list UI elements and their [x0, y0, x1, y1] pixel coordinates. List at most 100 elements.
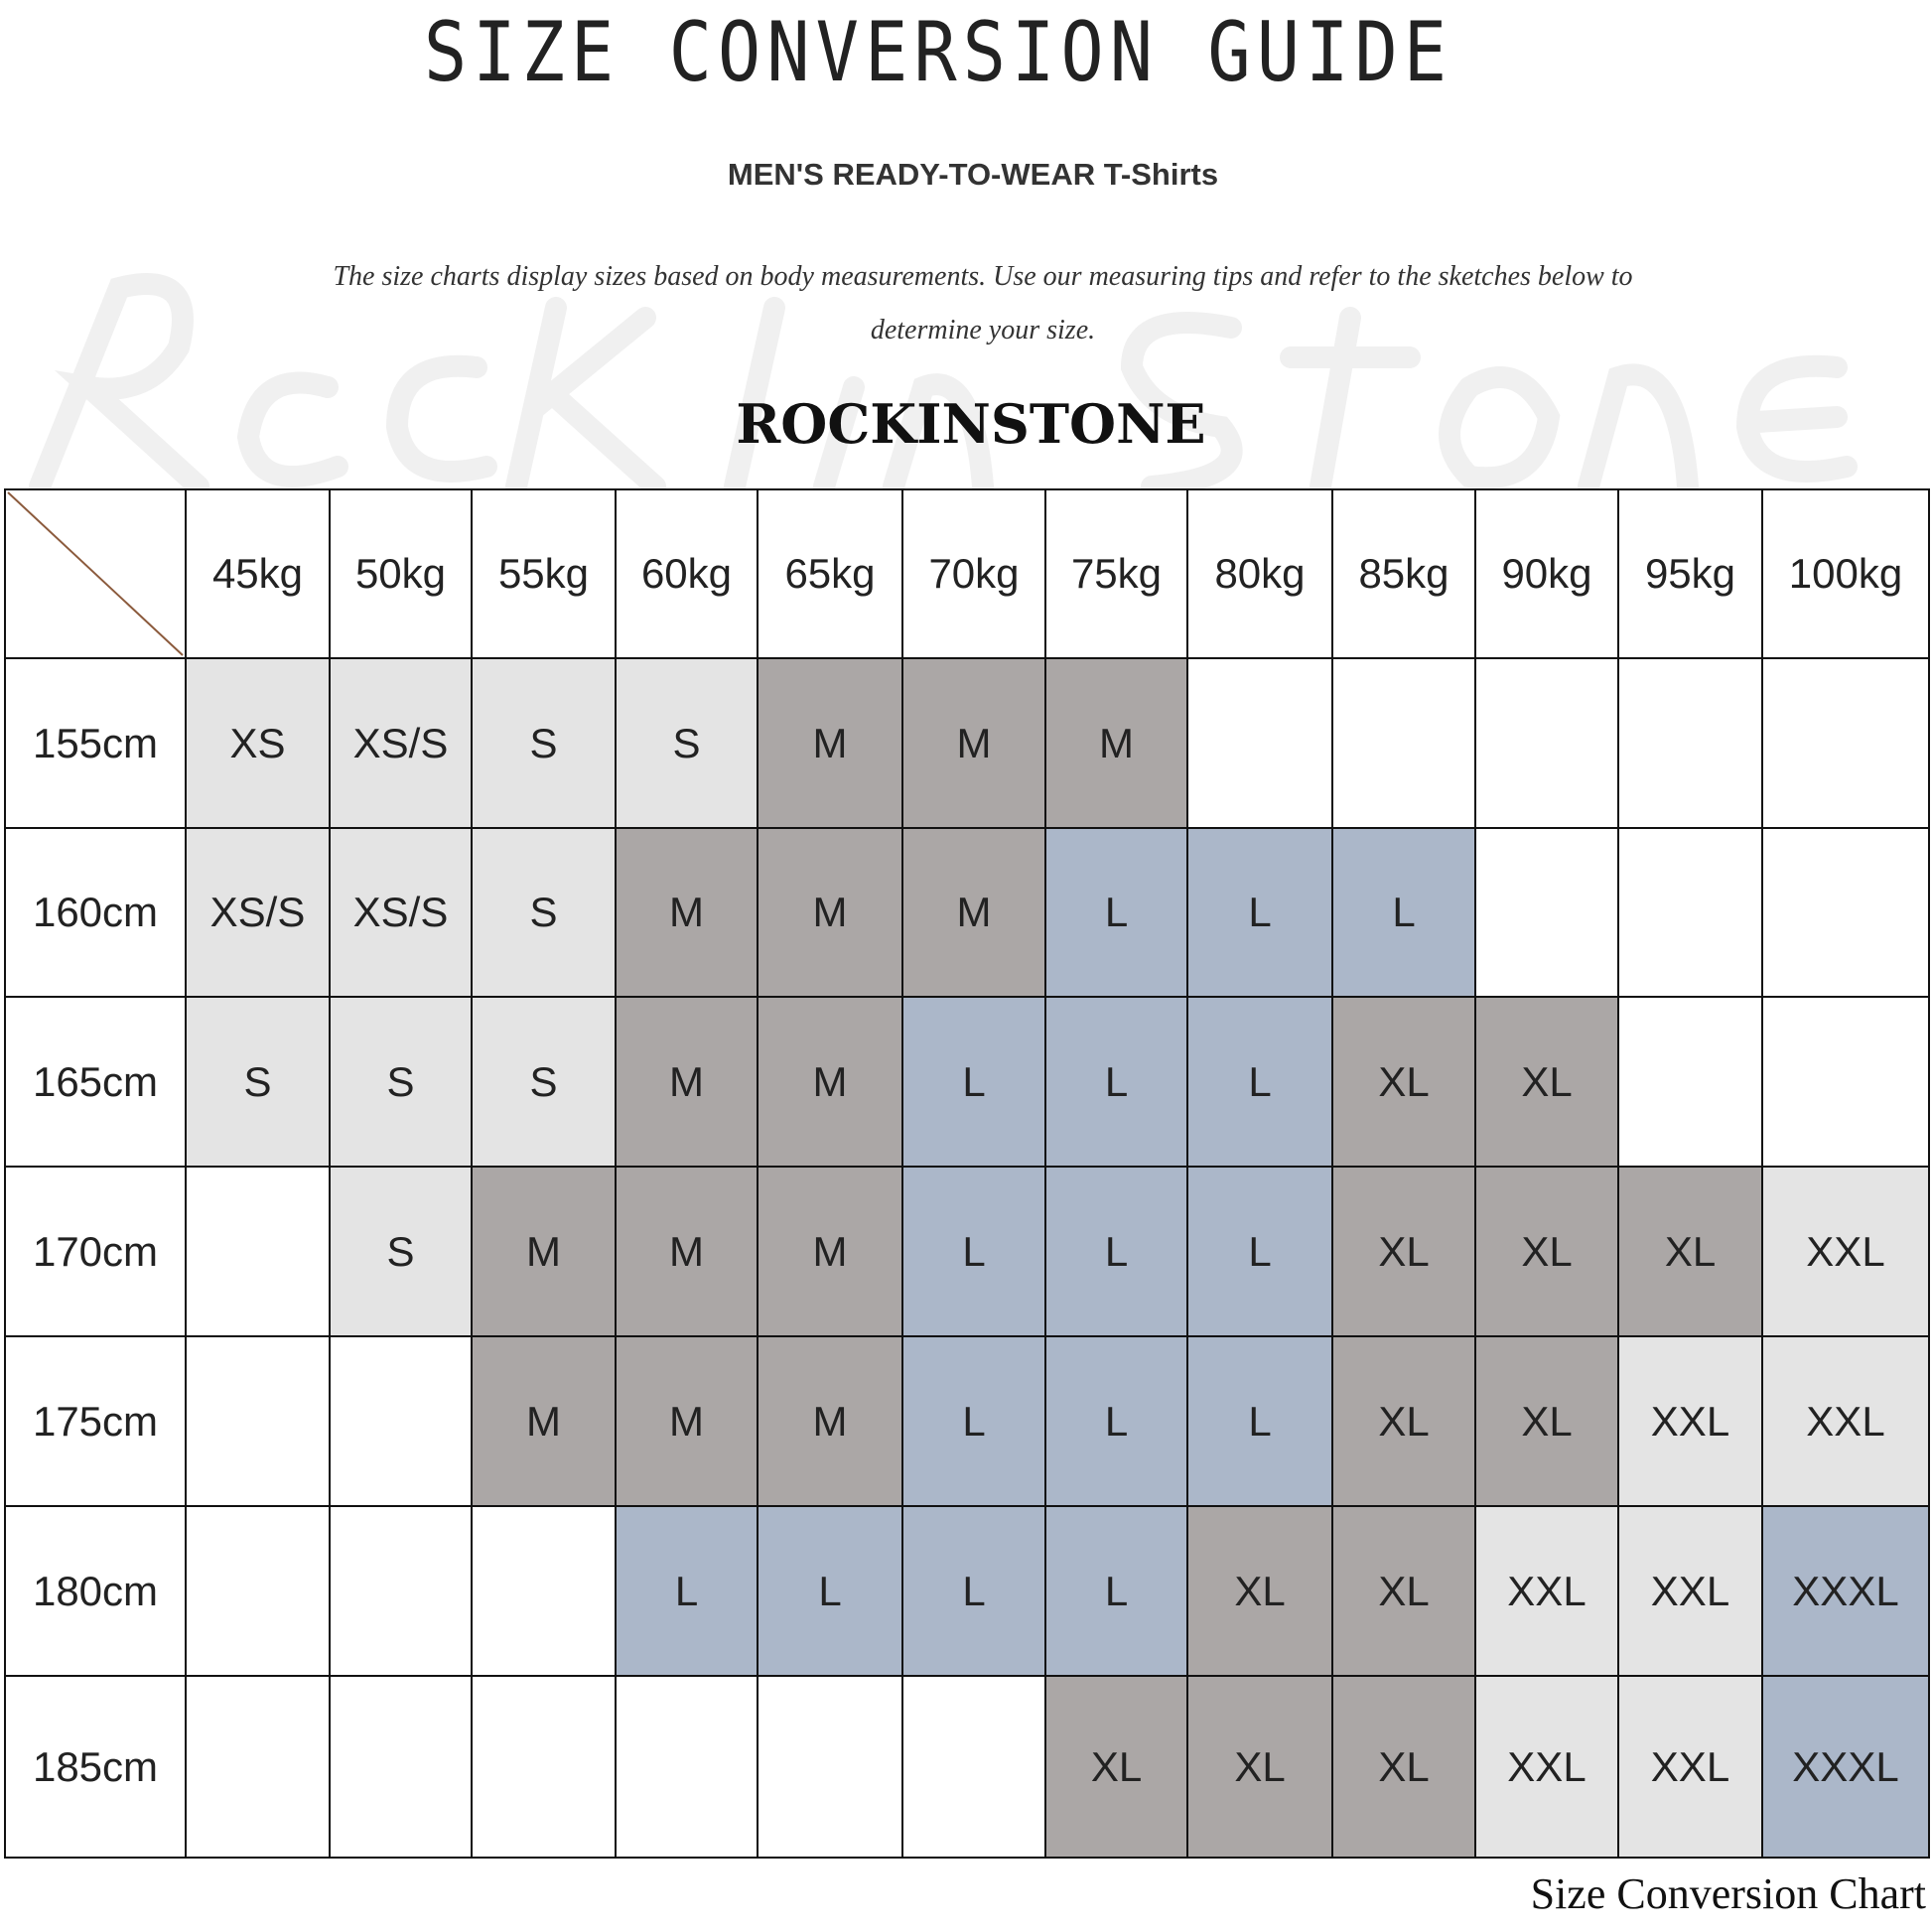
column-header: 55kg — [471, 488, 617, 659]
size-cell: XL — [1186, 1505, 1333, 1677]
size-cell: L — [1044, 1166, 1188, 1337]
size-cell: XL — [1331, 1505, 1476, 1677]
corner-cell — [4, 488, 187, 659]
row-header: 170cm — [4, 1166, 187, 1337]
size-cell — [1331, 657, 1476, 829]
size-cell: L — [1186, 1335, 1333, 1507]
size-cell — [329, 1505, 473, 1677]
column-header: 45kg — [185, 488, 331, 659]
size-cell: XXL — [1617, 1335, 1763, 1507]
size-cell: M — [757, 827, 903, 998]
size-cell: M — [615, 996, 759, 1168]
row-header: 155cm — [4, 657, 187, 829]
size-cell: XL — [1331, 1335, 1476, 1507]
size-cell — [1474, 827, 1619, 998]
size-cell: M — [757, 657, 903, 829]
size-cell — [1617, 827, 1763, 998]
size-cell: L — [901, 1166, 1046, 1337]
row-header: 165cm — [4, 996, 187, 1168]
size-cell — [1186, 657, 1333, 829]
size-cell — [757, 1675, 903, 1859]
size-cell: XXL — [1617, 1675, 1763, 1859]
size-cell: L — [1044, 827, 1188, 998]
size-cell: XL — [1617, 1166, 1763, 1337]
size-cell: L — [1186, 827, 1333, 998]
size-cell: L — [1331, 827, 1476, 998]
size-cell: L — [1186, 996, 1333, 1168]
footer-caption: Size Conversion Chart — [1530, 1869, 1926, 1918]
size-cell: XS — [185, 657, 331, 829]
size-cell — [1474, 657, 1619, 829]
size-cell: M — [615, 1335, 759, 1507]
size-cell: L — [1044, 996, 1188, 1168]
size-cell: XL — [1331, 996, 1476, 1168]
column-header: 50kg — [329, 488, 473, 659]
size-cell: M — [471, 1335, 617, 1507]
size-cell: XS/S — [185, 827, 331, 998]
size-cell: M — [757, 1335, 903, 1507]
size-cell: L — [757, 1505, 903, 1677]
size-cell — [329, 1335, 473, 1507]
size-cell: XL — [1331, 1166, 1476, 1337]
intro-text: The size charts display sizes based on b… — [333, 261, 1633, 345]
size-cell: XXXL — [1761, 1505, 1930, 1677]
size-cell: M — [1044, 657, 1188, 829]
size-cell: XXL — [1474, 1675, 1619, 1859]
row-header: 185cm — [4, 1675, 187, 1859]
size-cell: L — [1044, 1505, 1188, 1677]
size-cell: XXL — [1761, 1335, 1930, 1507]
size-cell: M — [901, 827, 1046, 998]
subtitle: MEN'S READY-TO-WEAR T-Shirts — [727, 157, 1219, 192]
size-cell: S — [615, 657, 759, 829]
size-cell: XXL — [1617, 1505, 1763, 1677]
size-cell: XL — [1186, 1675, 1333, 1859]
column-header: 65kg — [757, 488, 903, 659]
size-cell: S — [471, 827, 617, 998]
size-cell: XXL — [1474, 1505, 1619, 1677]
size-cell: S — [471, 657, 617, 829]
size-cell — [185, 1675, 331, 1859]
size-cell — [1761, 996, 1930, 1168]
size-cell: L — [1186, 1166, 1333, 1337]
column-header: 90kg — [1474, 488, 1619, 659]
diagonal-divider — [7, 491, 184, 656]
size-cell: M — [757, 996, 903, 1168]
size-cell — [1761, 657, 1930, 829]
size-cell: S — [329, 1166, 473, 1337]
size-cell — [1617, 657, 1763, 829]
size-cell: M — [757, 1166, 903, 1337]
page-title: SIZE CONVERSION GUIDE — [423, 3, 1453, 100]
size-cell: XL — [1474, 1166, 1619, 1337]
brand-name: ROCKINSTONE — [736, 392, 1206, 456]
watermark-logo — [29, 273, 1858, 497]
size-cell — [471, 1675, 617, 1859]
size-cell: L — [615, 1505, 759, 1677]
size-cell — [1761, 827, 1930, 998]
size-cell: M — [901, 657, 1046, 829]
size-cell: XS/S — [329, 827, 473, 998]
size-cell: L — [1044, 1335, 1188, 1507]
size-cell: XL — [1474, 1335, 1619, 1507]
size-cell: S — [329, 996, 473, 1168]
row-header: 175cm — [4, 1335, 187, 1507]
size-cell: XXXL — [1761, 1675, 1930, 1859]
size-cell: XS/S — [329, 657, 473, 829]
size-cell: XL — [1044, 1675, 1188, 1859]
size-cell — [329, 1675, 473, 1859]
size-cell: L — [901, 1335, 1046, 1507]
size-cell — [615, 1675, 759, 1859]
size-cell — [185, 1335, 331, 1507]
size-cell: M — [615, 1166, 759, 1337]
column-header: 95kg — [1617, 488, 1763, 659]
size-cell — [471, 1505, 617, 1677]
size-cell: S — [185, 996, 331, 1168]
size-cell: XL — [1331, 1675, 1476, 1859]
column-header: 75kg — [1044, 488, 1188, 659]
size-cell: XXL — [1761, 1166, 1930, 1337]
column-header: 100kg — [1761, 488, 1930, 659]
size-cell — [901, 1675, 1046, 1859]
size-cell: L — [901, 1505, 1046, 1677]
size-cell: S — [471, 996, 617, 1168]
size-cell — [185, 1166, 331, 1337]
